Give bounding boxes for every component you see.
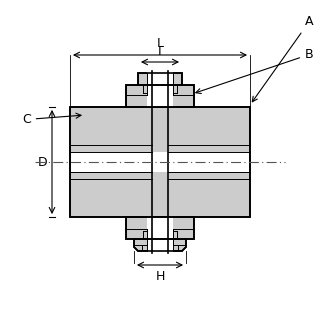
Text: B: B xyxy=(196,48,314,93)
Polygon shape xyxy=(126,217,194,239)
Polygon shape xyxy=(71,172,249,179)
Text: H: H xyxy=(155,270,165,283)
Polygon shape xyxy=(147,68,173,107)
Polygon shape xyxy=(71,145,249,152)
Polygon shape xyxy=(147,217,173,244)
Text: D: D xyxy=(37,155,47,169)
Text: C: C xyxy=(22,113,81,126)
Polygon shape xyxy=(126,85,194,107)
Polygon shape xyxy=(71,145,249,179)
Text: I: I xyxy=(158,45,162,58)
Polygon shape xyxy=(134,239,186,251)
Polygon shape xyxy=(147,68,173,85)
Text: A: A xyxy=(252,15,314,102)
Text: L: L xyxy=(156,37,164,50)
Polygon shape xyxy=(147,239,173,254)
Polygon shape xyxy=(70,107,250,217)
Polygon shape xyxy=(138,73,182,85)
